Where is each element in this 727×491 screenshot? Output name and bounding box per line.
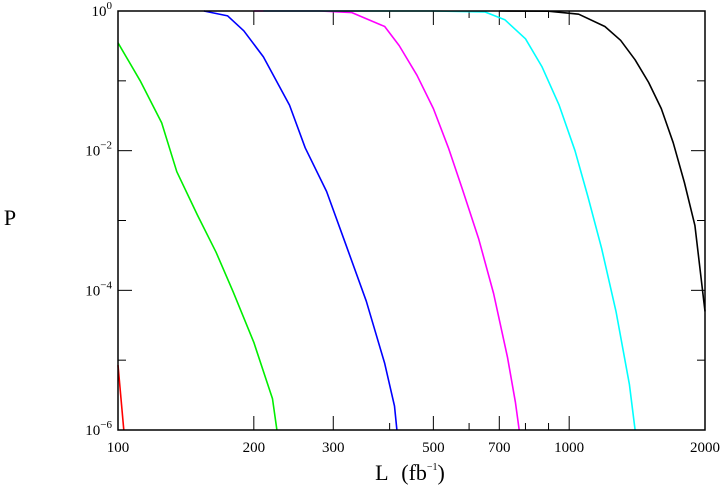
y-tick-label: 10−6 <box>85 419 112 439</box>
x-axis-title-unit-exp: −1 <box>427 462 438 473</box>
x-tick-labels: 100 200 300 500 700 1000 2000 <box>107 440 720 456</box>
series-line-6 <box>499 10 706 312</box>
x-tick-label: 1000 <box>554 440 584 456</box>
y-tick-labels: 100 10−2 10−4 10−6 <box>85 0 112 439</box>
y-tick-label: 100 <box>92 0 113 20</box>
tick-marks <box>117 10 706 431</box>
series-line-1 <box>117 365 125 431</box>
y-tick-label: 10−4 <box>85 279 112 299</box>
x-tick-label: 500 <box>422 440 445 456</box>
x-tick-label: 200 <box>243 440 266 456</box>
y-tick-label: 10−2 <box>85 140 112 160</box>
plot-frame <box>117 10 706 431</box>
x-axis-title-main: L <box>375 460 388 485</box>
x-tick-label: 2000 <box>690 440 720 456</box>
y-axis-title: P <box>4 205 16 230</box>
x-axis-title: L (fb−1) <box>375 460 445 485</box>
x-tick-label: 100 <box>107 440 130 456</box>
series-line-4 <box>253 10 520 431</box>
series-line-3 <box>203 10 398 431</box>
series-line-2 <box>117 42 278 431</box>
x-tick-label: 700 <box>488 440 511 456</box>
series-lines <box>117 10 706 431</box>
series-line-5 <box>263 10 636 431</box>
x-axis-title-unit: (fb <box>401 460 427 485</box>
x-axis-title-unit-close: ) <box>438 460 445 485</box>
x-tick-label: 300 <box>322 440 345 456</box>
